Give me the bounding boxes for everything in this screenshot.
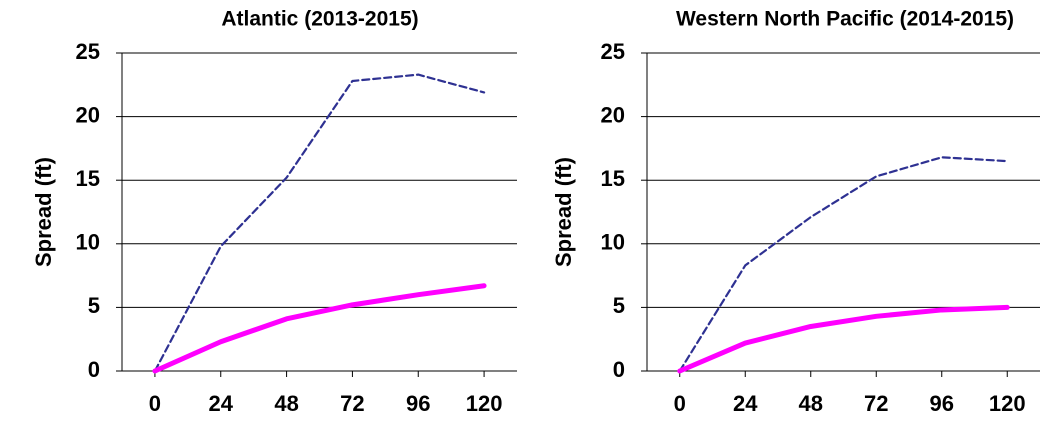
x-tick-label: 48 — [274, 391, 298, 416]
y-axis-label: Spread (ft) — [31, 157, 56, 267]
x-tick-label: 72 — [340, 391, 364, 416]
x-tick-label: 120 — [989, 391, 1026, 416]
y-tick-label: 15 — [76, 166, 100, 191]
x-tick-label: 120 — [466, 391, 503, 416]
x-tick-label: 72 — [864, 391, 888, 416]
x-tick-label: 48 — [799, 391, 823, 416]
x-tick-label: 0 — [674, 391, 686, 416]
y-tick-label: 0 — [613, 357, 625, 382]
x-tick-label: 24 — [209, 391, 234, 416]
chart-title: Atlantic (2013-2015) — [221, 8, 418, 31]
y-tick-label: 25 — [601, 39, 625, 64]
x-tick-label: 0 — [149, 391, 161, 416]
series-line — [677, 304, 1010, 374]
y-tick-label: 5 — [613, 293, 625, 318]
x-tick-label: 96 — [406, 391, 430, 416]
y-tick-label: 5 — [88, 293, 100, 318]
y-tick-label: 20 — [76, 102, 100, 127]
series-line — [153, 73, 486, 373]
y-tick-label: 10 — [601, 230, 625, 255]
chart-title: Western North Pacific (2014-2015) — [676, 8, 1014, 31]
y-axis-label: Spread (ft) — [551, 157, 576, 267]
y-tick-label: 10 — [76, 230, 100, 255]
x-tick-label: 24 — [733, 391, 758, 416]
y-tick-label: 0 — [88, 357, 100, 382]
y-tick-label: 15 — [601, 166, 625, 191]
y-tick-label: 25 — [76, 39, 100, 64]
x-tick-label: 96 — [930, 391, 954, 416]
y-tick-label: 20 — [601, 102, 625, 127]
series-line — [152, 283, 487, 374]
series-line — [678, 156, 1009, 373]
